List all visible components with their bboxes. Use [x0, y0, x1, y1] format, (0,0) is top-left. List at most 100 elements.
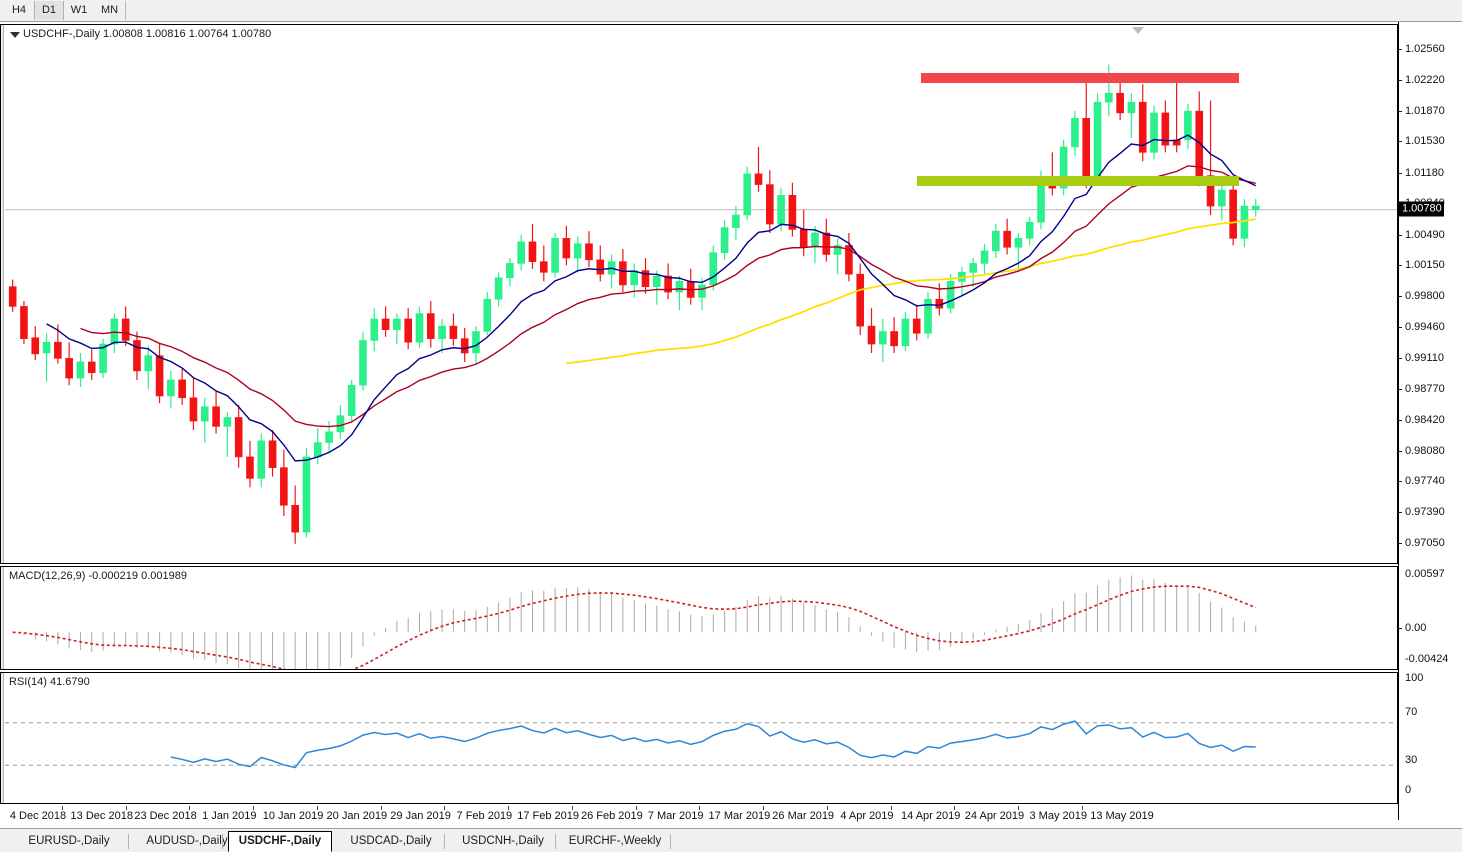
price-tick [1398, 265, 1402, 267]
price-tick [1398, 49, 1402, 51]
price-scale-label: 0.97050 [1405, 536, 1445, 549]
date-axis-label: 4 Dec 2018 [9, 810, 67, 822]
macd-scale-label: 0.00 [1405, 622, 1427, 634]
tab-eurusd-daily[interactable]: EURUSD-,Daily [28, 835, 110, 847]
price-scale-label: 0.98770 [1405, 382, 1445, 395]
date-axis: 4 Dec 2018 13 Dec 2018 23 Dec 2018 1 Jan 20… [0, 806, 1398, 828]
date-axis-tick [891, 806, 892, 810]
date-axis-label: 4 Apr 2019 [840, 810, 894, 822]
price-scale-label: 0.99800 [1405, 290, 1445, 303]
date-axis-label: 1 Jan 2019 [202, 810, 257, 822]
price-scale-label: 1.01530 [1405, 135, 1445, 148]
date-axis-label: 17 Mar 2019 [708, 810, 771, 822]
rsi-title: RSI(14) 41.6790 [9, 676, 90, 688]
timeframe-button-w1[interactable]: W1 [70, 4, 88, 16]
tab-usdcad-daily[interactable]: USDCAD-,Daily [350, 835, 432, 847]
date-axis-tick [126, 806, 127, 810]
tab-separator [555, 834, 556, 849]
price-scale-label: 1.02220 [1405, 73, 1445, 86]
date-axis-tick [508, 806, 509, 810]
price-tick [1398, 326, 1402, 328]
date-axis-label: 17 Feb 2019 [517, 810, 579, 822]
price-tick [1398, 141, 1402, 143]
date-axis-label: 13 Dec 2018 [70, 810, 133, 822]
date-axis-tick [253, 806, 254, 810]
price-tick [1398, 111, 1402, 113]
date-axis-label: 13 May 2019 [1090, 810, 1154, 822]
date-axis-tick [444, 806, 445, 810]
date-axis-tick [827, 806, 828, 810]
price-scale-label: 1.02560 [1405, 43, 1445, 56]
tab-audusd-daily[interactable]: AUDUSD-,Daily [146, 835, 228, 847]
date-axis-label: 7 Mar 2019 [647, 810, 704, 822]
triangle-down-icon[interactable] [10, 32, 20, 38]
date-axis-tick [62, 806, 63, 810]
price-scale-label: 0.99460 [1405, 320, 1445, 333]
rsi-canvas [5, 720, 1393, 769]
date-axis-label: 3 May 2019 [1029, 810, 1087, 822]
date-axis-label: 14 Apr 2019 [901, 810, 961, 822]
date-axis-label: 20 Jan 2019 [326, 810, 388, 822]
date-axis-tick [189, 806, 190, 810]
tab-usdcnh-daily[interactable]: USDCNH-,Daily [462, 835, 544, 847]
symbol-tab-bar: EURUSD-,Daily AUDUSD-,Daily USDCHF-,Dail… [0, 828, 1462, 852]
price-tick [1398, 79, 1402, 81]
date-axis-tick [1082, 806, 1083, 810]
timeframe-button-d1[interactable]: D1 [34, 1, 64, 20]
price-scale-label: 1.00150 [1405, 259, 1445, 272]
tab-eurchf-weekly[interactable]: EURCHF-,Weekly [568, 835, 662, 847]
date-axis-label: 10 Jan 2019 [262, 810, 324, 822]
date-axis-label: 26 Feb 2019 [580, 810, 643, 822]
date-axis-tick [636, 806, 637, 810]
date-axis-tick [572, 806, 573, 810]
tab-usdchf-daily[interactable]: USDCHF-,Daily [228, 831, 332, 852]
date-axis-label: 23 Dec 2018 [134, 810, 197, 822]
price-scale-label: 0.97390 [1405, 506, 1445, 519]
date-axis-label: 26 Mar 2019 [772, 810, 835, 822]
rsi-scale-label: 0 [1405, 784, 1412, 796]
price-tick [1398, 542, 1402, 544]
price-scale-label: 0.98420 [1405, 414, 1445, 427]
date-axis-tick [954, 806, 955, 810]
macd-panel[interactable]: MACD(12,26,9) -0.000219 0.001989 [0, 566, 1398, 670]
date-axis-tick [1018, 806, 1019, 810]
rsi-scale-label: 100 [1405, 672, 1424, 684]
tab-separator [444, 834, 445, 849]
price-tick [1398, 480, 1402, 482]
price-chart-panel[interactable]: USDCHF-,Daily 1.00808 1.00816 1.00764 1.… [0, 24, 1398, 564]
date-axis-tick [317, 806, 318, 810]
rsi-scale-label: 30 [1405, 754, 1418, 766]
date-axis-label: 7 Feb 2019 [456, 810, 513, 822]
tab-separator [222, 834, 223, 849]
current-price-label: 1.00780 [1399, 201, 1444, 217]
macd-canvas [12, 575, 1257, 669]
chart-shift-marker-icon[interactable] [1132, 27, 1144, 34]
tab-separator [670, 834, 671, 849]
price-scale-label: 1.00490 [1405, 228, 1445, 241]
price-scale-label: 1.01180 [1405, 166, 1444, 179]
panel-left-gutter [1, 25, 4, 563]
tab-separator [128, 834, 129, 849]
macd-left-gutter [1, 567, 4, 669]
date-axis-tick [381, 806, 382, 810]
price-chart-canvas [5, 64, 1397, 544]
date-axis-tick [763, 806, 764, 810]
timeframe-button-h4[interactable]: H4 [11, 4, 27, 16]
price-tick [1398, 450, 1402, 452]
price-chart-title: USDCHF-,Daily 1.00808 1.00816 1.00764 1.… [23, 28, 272, 40]
macd-scale-label: -0.00424 [1405, 653, 1449, 665]
price-tick [1398, 296, 1402, 298]
rsi-panel[interactable]: RSI(14) 41.6790 [0, 672, 1398, 804]
macd-tick [1398, 628, 1402, 629]
timeframe-button-mn[interactable]: MN [94, 1, 126, 20]
rsi-scale-label: 70 [1405, 706, 1418, 718]
price-scale-label: 0.98080 [1405, 444, 1445, 457]
price-tick [1398, 388, 1402, 390]
macd-title: MACD(12,26,9) -0.000219 0.001989 [9, 570, 187, 582]
rsi-left-gutter [1, 673, 4, 803]
price-scale[interactable]: 1.025601.022201.018701.015301.011801.008… [1398, 22, 1462, 820]
price-tick [1398, 358, 1402, 360]
price-scale-label: 0.97740 [1405, 474, 1445, 487]
price-scale-label: 1.01870 [1405, 105, 1445, 118]
